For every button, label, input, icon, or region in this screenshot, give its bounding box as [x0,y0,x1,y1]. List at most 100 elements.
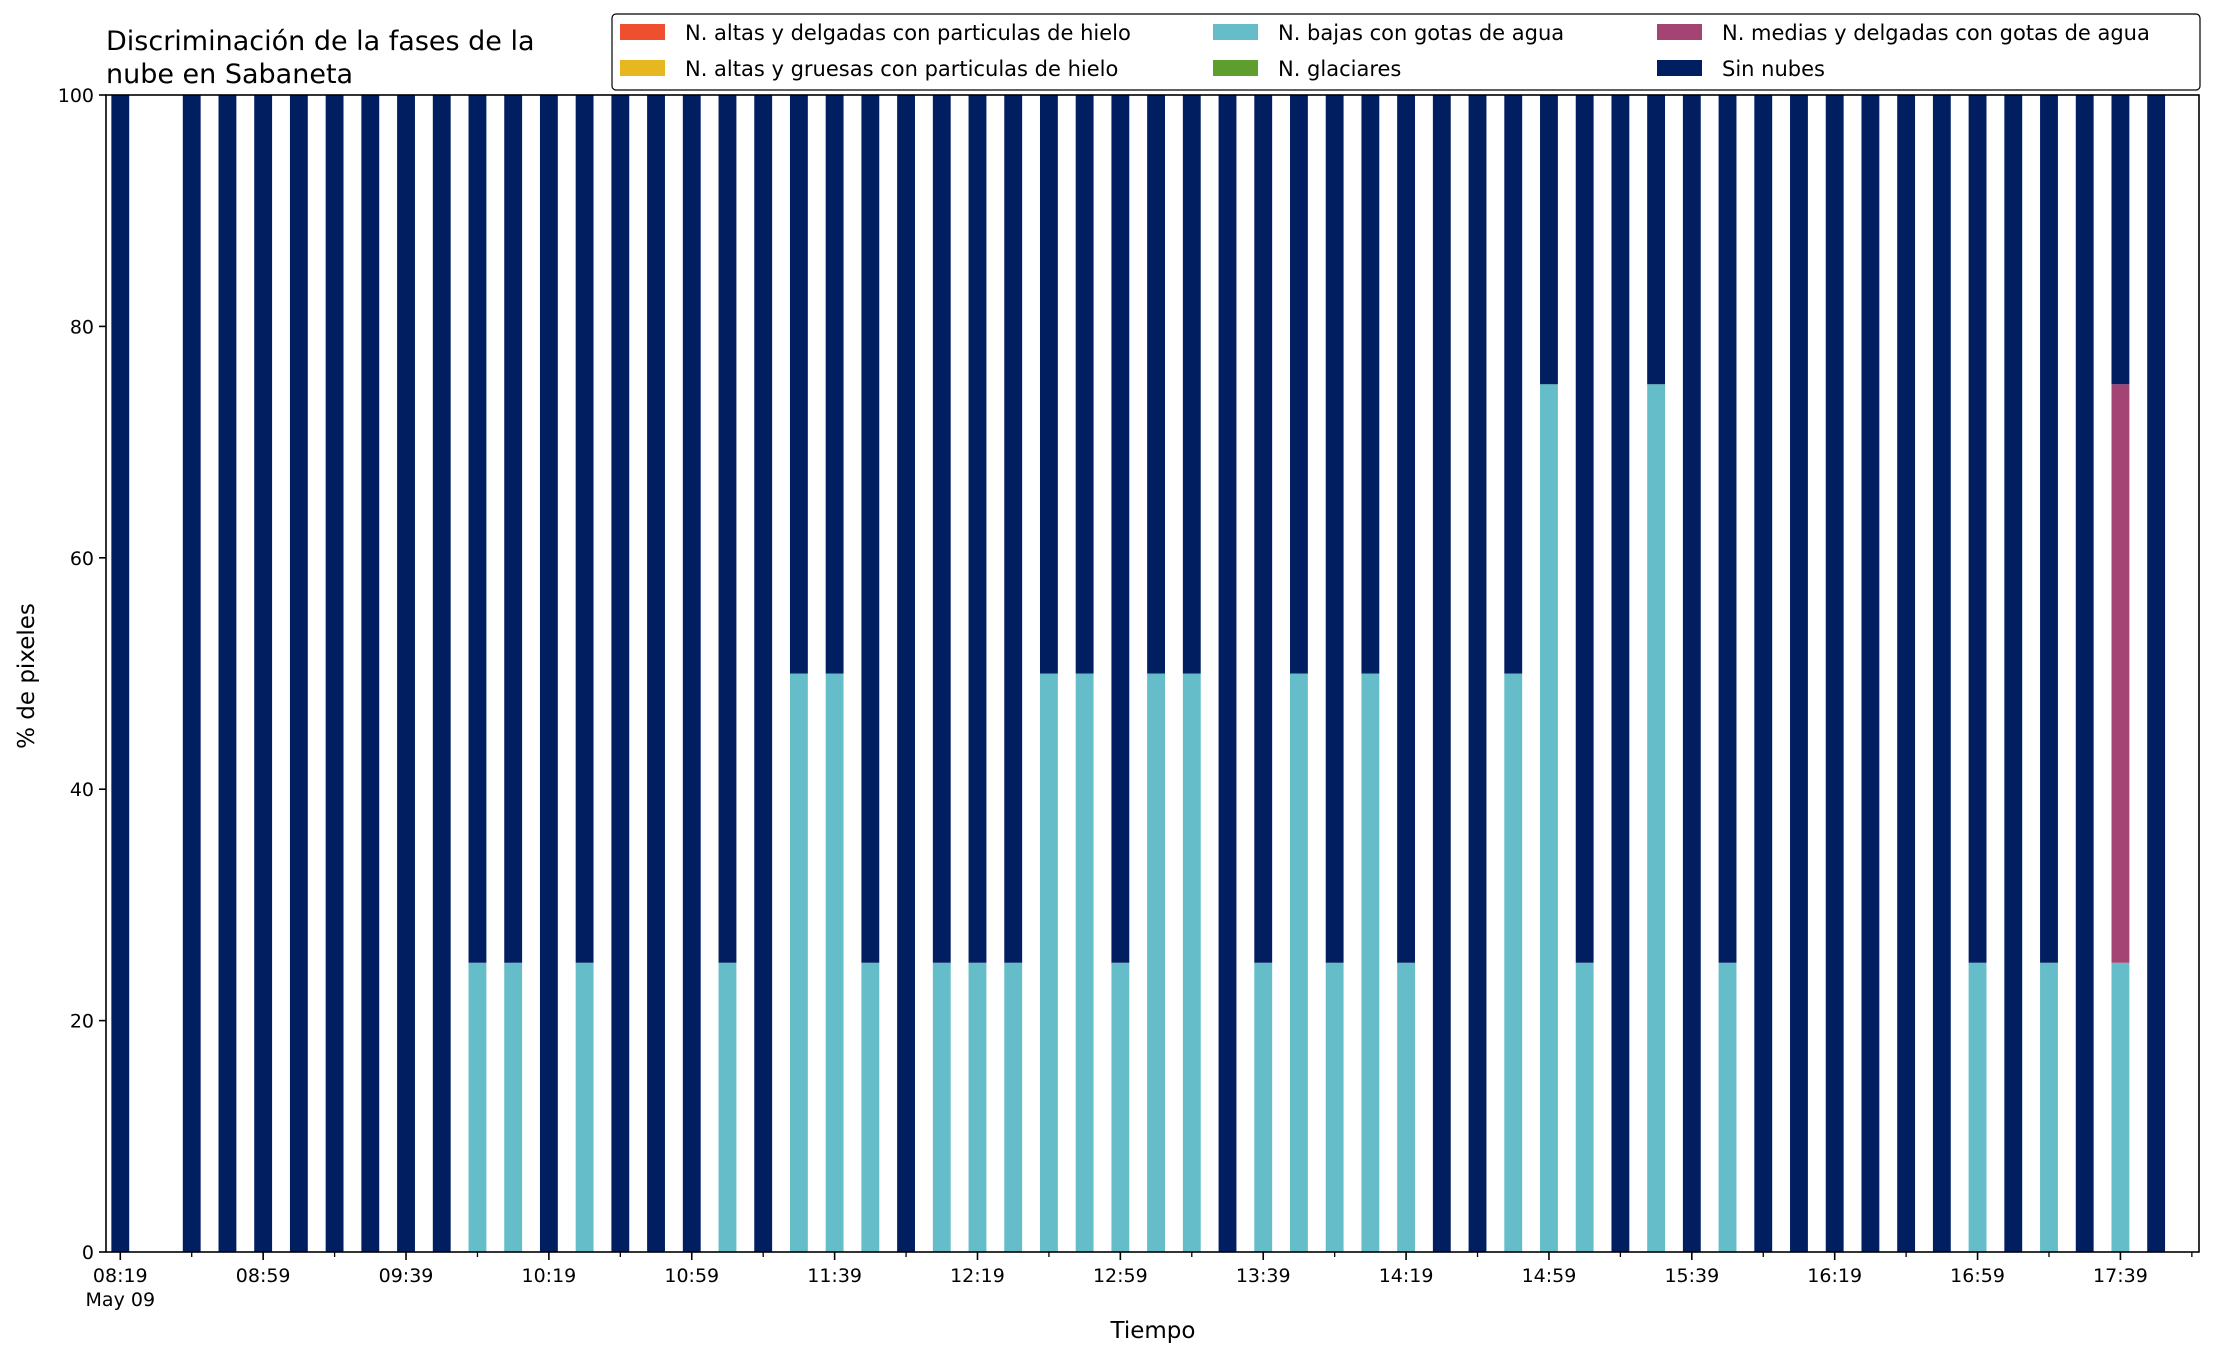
bar-segment [754,95,773,1252]
bar-segment [897,95,915,1252]
y-tick-label: 0 [82,1242,94,1264]
x-tick-label: 12:59 [1093,1265,1148,1287]
y-tick-label: 20 [70,1011,94,1033]
y-axis-label: % de pixeles [14,603,40,749]
plot-frame [105,94,2200,1253]
bar-segment [504,95,523,963]
bar-segment [1540,384,1558,1252]
bar-segment [1254,962,1273,1252]
bar-segment [1290,95,1308,674]
bar-segment [1575,95,1594,963]
bar-segment [611,95,630,1252]
bar-segment [182,95,201,1252]
legend-swatch [1657,24,1702,40]
x-tick-label: 15:39 [1664,1265,1719,1287]
bar-segment [789,95,808,674]
bar-segment [325,95,344,1252]
bar-segment [1182,673,1201,1252]
bar-segment [2111,95,2130,385]
bar-segment [1575,962,1594,1252]
bar-segment [1968,962,1987,1252]
legend-swatch [1213,24,1258,40]
chart-title-line-1: Discriminación de la fases de la [106,26,535,57]
legend-swatch [1657,60,1702,76]
bar-segment [1754,95,1773,1252]
x-tick-label: 16:19 [1807,1265,1862,1287]
legend-swatch [1213,60,1258,76]
y-tick-label: 60 [70,548,94,570]
bar-segment [254,95,273,1252]
x-tick-label: 08:19 [93,1265,148,1287]
bar-segment [218,95,237,1252]
bar-segment [1432,95,1451,1252]
bar-segment [1218,95,1237,1252]
bar-segment [1075,95,1094,674]
bar-segment [968,962,987,1252]
bar-segment [2004,95,2023,1252]
bar-segment [1004,95,1023,963]
bar-segment [1861,95,1880,1252]
bar-segment [1540,95,1558,385]
legend-entry: N. bajas con gotas de agua [1213,21,1564,45]
x-tick-label: 13:39 [1236,1265,1291,1287]
bar-segment [1397,95,1416,963]
bar-segment [289,95,308,1252]
bar-segment [1147,673,1166,1252]
bar-segment [647,95,665,1252]
legend-label: N. altas y gruesas con particulas de hie… [685,57,1118,81]
bar-segment [1647,95,1666,385]
bar-segment [682,95,701,1252]
legend-entry: N. glaciares [1213,57,1401,81]
bar-segment [575,962,594,1252]
bar-segment [468,95,487,963]
x-tick-label: 08:59 [236,1265,291,1287]
bar-segment [968,95,987,963]
bar-segment [1504,673,1523,1252]
bar-segment [1361,673,1380,1252]
bar-segment [1039,673,1058,1252]
bar-segment [2040,962,2058,1252]
x-tick-label: 12:19 [950,1265,1005,1287]
x-tick-label: 11:39 [807,1265,862,1287]
legend-label: N. glaciares [1278,57,1401,81]
bar-segment [397,95,415,1252]
bar-segment [1325,962,1344,1252]
y-tick-label: 80 [70,316,94,338]
bar-segment [1004,962,1023,1252]
bar-segment [1682,95,1701,1252]
legend-label: N. bajas con gotas de agua [1278,21,1564,45]
bar-segment [932,95,951,963]
bar-segment [468,962,487,1252]
bar-segment [539,95,558,1252]
bar-segment [1790,95,1808,1252]
legend-label: Sin nubes [1722,57,1825,81]
x-tick-label: 14:59 [1522,1265,1577,1287]
bar-segment [1147,95,1166,674]
x-tick-label: 10:59 [664,1265,719,1287]
bar-segment [932,962,951,1252]
bar-segment [718,95,737,963]
chart-title-line-2: nube en Sabaneta [106,59,353,90]
x-tick-label: 17:39 [2093,1265,2148,1287]
legend-entry: N. altas y delgadas con particulas de hi… [620,21,1131,45]
bar-segment [825,673,844,1252]
legend-entry: N. medias y delgadas con gotas de agua [1657,21,2150,45]
bar-segment [575,95,594,963]
bar-segment [861,962,880,1252]
x-tick-label: 14:19 [1379,1265,1434,1287]
bar-segment [2147,95,2166,1252]
bar-segment [1968,95,1987,963]
bar-segment [1254,95,1273,963]
y-tick-label: 100 [58,85,94,107]
bar-segment [2040,95,2058,963]
bar-segment [432,95,451,1252]
legend-swatch [620,60,665,76]
bar-segment [1182,95,1201,674]
bar-segment [504,962,523,1252]
bar-segment [1290,673,1308,1252]
bar-segment [1611,95,1630,1252]
bar-segment [825,95,844,674]
